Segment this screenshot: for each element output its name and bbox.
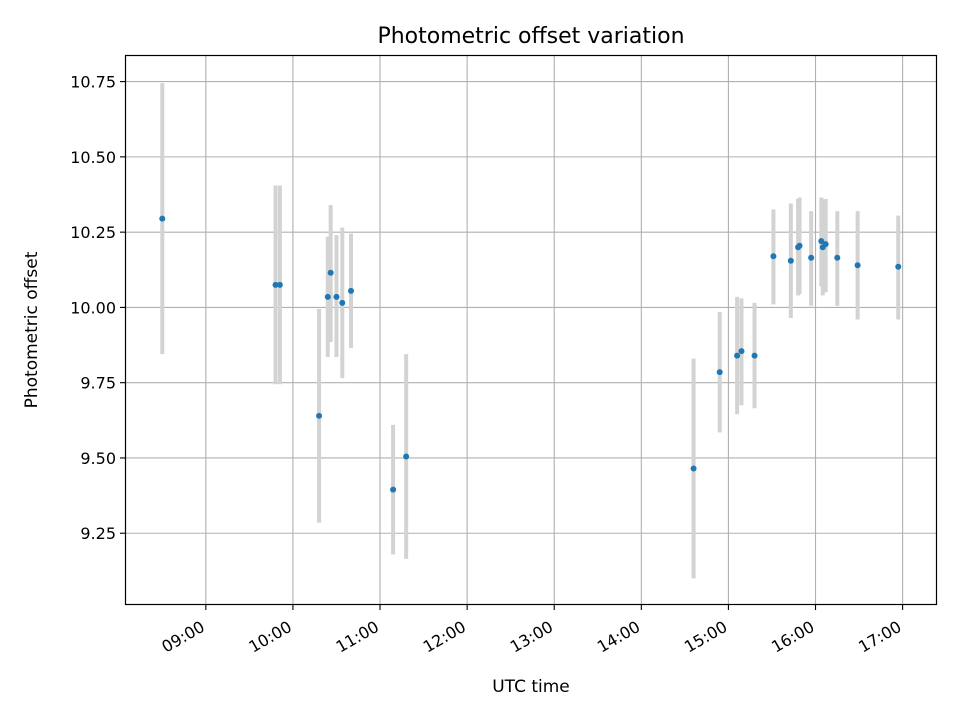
data-point	[716, 369, 723, 376]
data-point	[390, 486, 397, 493]
y-tick-label: 10.50	[70, 148, 116, 167]
grid	[126, 56, 936, 604]
x-tick-label: 09:00	[158, 617, 207, 657]
x-tick-label: 15:00	[681, 617, 730, 657]
data-point	[333, 293, 340, 300]
data-point	[895, 263, 902, 270]
data-point	[327, 269, 334, 276]
data-point	[403, 453, 410, 460]
x-axis-ticks: 09:00 10:00 11:00 12:00 13:00 14:00 15:00 16:00…	[158, 604, 905, 657]
y-axis-label: Photometric offset	[22, 251, 42, 408]
plot-area-frame	[124, 54, 938, 606]
x-tick-label: 17:00	[855, 617, 904, 657]
y-tick-label: 9.25	[80, 524, 116, 543]
data-point	[324, 293, 331, 300]
data-point	[690, 465, 697, 472]
y-axis-ticks: 9.25 9.50 9.75 10.00 10.25 10.50 10.75	[70, 73, 126, 543]
data-point	[316, 412, 323, 419]
data-point	[834, 254, 841, 261]
y-tick-label: 10.25	[70, 223, 116, 242]
data-point	[348, 287, 354, 294]
data-point	[272, 281, 279, 288]
data-point	[787, 257, 794, 264]
data-point	[808, 254, 815, 261]
x-tick-label: 11:00	[333, 617, 382, 657]
x-tick-label: 12:00	[420, 617, 469, 657]
y-tick-label: 9.75	[80, 374, 116, 393]
y-tick-label: 10.00	[70, 298, 116, 317]
data-point	[738, 348, 745, 355]
y-tick-label: 9.50	[80, 449, 116, 468]
data-point	[276, 281, 283, 288]
data-point	[818, 238, 825, 245]
data-point	[854, 262, 861, 269]
data-point	[796, 242, 803, 249]
data-point	[339, 299, 346, 306]
chart-title: Photometric offset variation	[377, 24, 684, 49]
y-tick-label: 10.75	[70, 73, 116, 92]
data-point	[770, 253, 777, 260]
data-point	[159, 215, 166, 222]
data-points	[159, 215, 902, 493]
x-tick-label: 13:00	[507, 617, 556, 657]
data-point	[822, 241, 829, 248]
x-axis-label: UTC time	[492, 677, 570, 697]
x-tick-label: 10:00	[246, 617, 295, 657]
data-point	[751, 352, 758, 359]
data-point	[734, 352, 741, 359]
x-tick-label: 16:00	[768, 617, 817, 657]
x-tick-label: 14:00	[594, 617, 643, 657]
